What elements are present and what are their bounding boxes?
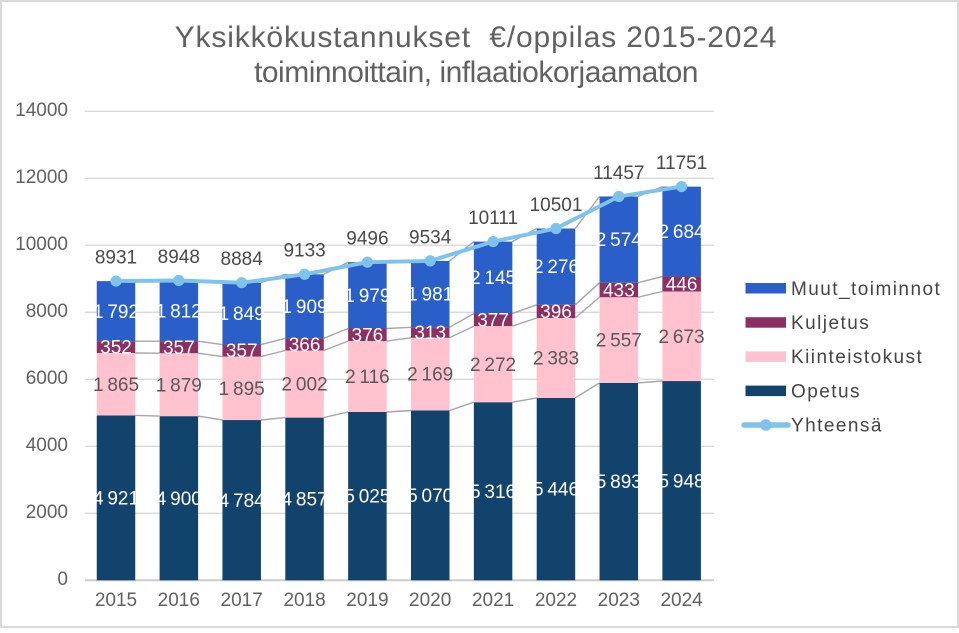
- svg-text:5 948: 5 948: [659, 471, 705, 492]
- svg-text:1 865: 1 865: [93, 375, 139, 396]
- svg-text:2 684: 2 684: [659, 222, 706, 243]
- svg-text:2020: 2020: [409, 590, 451, 611]
- svg-text:352: 352: [100, 338, 132, 359]
- svg-text:2015: 2015: [95, 590, 137, 611]
- svg-text:376: 376: [352, 325, 384, 346]
- svg-text:2000: 2000: [26, 502, 68, 523]
- svg-text:5 070: 5 070: [407, 486, 453, 507]
- svg-text:12000: 12000: [15, 167, 68, 188]
- svg-text:313: 313: [414, 323, 446, 344]
- svg-text:1 895: 1 895: [219, 379, 265, 400]
- svg-text:433: 433: [603, 281, 635, 302]
- svg-text:8931: 8931: [95, 248, 137, 269]
- svg-text:2 276: 2 276: [533, 257, 579, 278]
- svg-text:2017: 2017: [221, 590, 263, 611]
- svg-text:1 981: 1 981: [407, 285, 453, 306]
- svg-text:366: 366: [289, 335, 321, 356]
- svg-text:1 792: 1 792: [93, 302, 139, 323]
- svg-text:8948: 8948: [158, 247, 200, 268]
- svg-text:11457: 11457: [593, 163, 644, 184]
- svg-text:2 574: 2 574: [596, 230, 643, 251]
- svg-text:4000: 4000: [26, 435, 68, 456]
- svg-text:1 849: 1 849: [219, 304, 265, 325]
- svg-text:4 921: 4 921: [93, 489, 139, 510]
- svg-text:2019: 2019: [346, 590, 388, 611]
- svg-text:5 025: 5 025: [344, 487, 390, 508]
- svg-text:2018: 2018: [283, 590, 325, 611]
- svg-text:2 145: 2 145: [470, 268, 516, 289]
- svg-text:Opetus: Opetus: [791, 381, 861, 402]
- svg-text:11751: 11751: [656, 153, 707, 174]
- svg-text:1 879: 1 879: [156, 375, 202, 396]
- svg-text:5 446: 5 446: [533, 480, 579, 501]
- svg-text:Yhteensä: Yhteensä: [791, 416, 883, 437]
- svg-text:2016: 2016: [158, 590, 200, 611]
- svg-text:2 169: 2 169: [407, 365, 453, 386]
- svg-text:2 272: 2 272: [470, 355, 516, 376]
- svg-text:396: 396: [540, 302, 572, 323]
- svg-text:2 557: 2 557: [596, 331, 642, 352]
- svg-text:446: 446: [666, 275, 698, 296]
- svg-text:1 979: 1 979: [344, 286, 390, 307]
- svg-text:2 383: 2 383: [533, 349, 579, 370]
- svg-text:toiminnoittain, inflaatiokorja: toiminnoittain, inflaatiokorjaamaton: [254, 56, 698, 89]
- svg-text:10111: 10111: [468, 208, 518, 229]
- svg-text:Kuljetus: Kuljetus: [791, 313, 870, 334]
- svg-text:Kiinteistokust: Kiinteistokust: [791, 347, 923, 368]
- svg-text:2024: 2024: [660, 590, 703, 611]
- svg-text:9496: 9496: [346, 229, 388, 250]
- svg-text:6000: 6000: [26, 368, 68, 389]
- svg-text:8884: 8884: [221, 249, 264, 270]
- svg-text:10000: 10000: [15, 234, 68, 255]
- svg-text:2021: 2021: [472, 590, 514, 611]
- svg-text:5 316: 5 316: [470, 482, 516, 503]
- svg-text:357: 357: [163, 338, 195, 359]
- svg-text:1 909: 1 909: [282, 297, 328, 318]
- svg-text:1 812: 1 812: [156, 302, 202, 323]
- svg-text:9133: 9133: [283, 241, 325, 262]
- svg-text:2023: 2023: [598, 590, 640, 611]
- svg-text:4 900: 4 900: [156, 489, 202, 510]
- svg-text:Yksikkökustannukset €/oppilas: Yksikkökustannukset €/oppilas 2015-2024: [175, 21, 778, 54]
- svg-text:377: 377: [477, 310, 509, 331]
- svg-text:0: 0: [57, 569, 68, 590]
- svg-text:9534: 9534: [409, 227, 452, 248]
- svg-text:8000: 8000: [26, 301, 68, 322]
- svg-text:357: 357: [226, 341, 258, 362]
- svg-text:Muut_toiminnot: Muut_toiminnot: [791, 279, 941, 300]
- svg-text:4 857: 4 857: [282, 490, 328, 511]
- svg-text:5 893: 5 893: [596, 472, 642, 493]
- svg-text:14000: 14000: [15, 100, 68, 121]
- svg-text:10501: 10501: [530, 195, 583, 216]
- svg-text:2 673: 2 673: [659, 327, 705, 348]
- svg-text:4 784: 4 784: [219, 491, 266, 512]
- svg-text:2 116: 2 116: [345, 367, 390, 388]
- svg-text:2022: 2022: [535, 590, 577, 611]
- svg-text:2 002: 2 002: [282, 375, 328, 396]
